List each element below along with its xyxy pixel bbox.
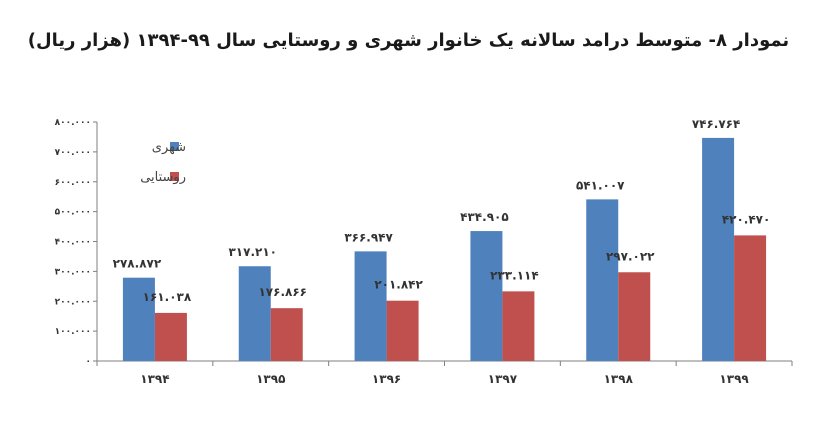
data-label-rural: ۱۷۶.۸۶۶ [258,285,307,299]
x-tick-label: ۱۳۹۵ [256,372,285,386]
data-label-rural: ۱۶۱.۰۳۸ [143,290,192,304]
bar-rural [502,291,535,361]
y-tick-label: ۸۰۰.۰۰۰ [55,118,91,128]
data-label-rural: ۲۳۳.۱۱۴ [490,268,539,282]
y-tick-label: ۴۰۰.۰۰۰ [55,238,91,248]
data-label-urban: ۵۴۱.۰۰۷ [576,178,625,192]
bar-rural [386,300,419,361]
chart-axes: ۰ ۱۰۰.۰۰۰ ۲۰۰.۰۰۰ ۳۰۰.۰۰۰ ۴۰۰.۰۰۰ ۵۰۰.۰۰۰ ۶۰۰.… [55,118,793,386]
legend-label-urban: شهری [152,140,186,155]
data-label-rural: ۴۲۰.۴۷۰ [722,212,771,226]
bar-urban [586,199,619,361]
chart-data-labels: ۲۷۸.۸۷۲ ۳۱۷.۲۱۰ ۳۶۶.۹۴۷ ۴۳۴.۹۰۵ ۵۴۱.۰۰۷ ۷۴۶.۷… [113,117,771,304]
x-tick-label: ۱۳۹۴ [140,372,169,386]
y-tick-label: ۶۰۰.۰۰۰ [55,178,91,188]
bar-rural [270,308,303,361]
chart-legend: شهری روستایی [140,140,186,185]
x-tick-label: ۱۳۹۸ [604,372,634,386]
chart-title: نمودار ۸- متوسط درامد سالانه یک خانوار ش… [27,30,790,51]
bar-urban [354,251,387,361]
x-tick-label: ۱۳۹۶ [372,372,401,386]
x-tick-label: ۱۳۹۹ [719,372,749,386]
data-label-rural: ۲۹۷.۰۲۲ [606,249,655,263]
bar-urban [122,277,155,361]
data-label-urban: ۲۷۸.۸۷۲ [113,257,162,271]
y-tick-label: ۷۰۰.۰۰۰ [55,148,91,158]
bar-rural [618,272,651,361]
y-tick-label: ۱۰۰.۰۰۰ [55,327,91,337]
data-label-urban: ۳۶۶.۹۴۷ [344,230,393,244]
chart-bars [122,137,767,361]
bar-rural [154,312,187,361]
data-label-urban: ۷۴۶.۷۶۴ [692,117,741,131]
x-tick-label: ۱۳۹۷ [488,372,518,386]
y-tick-label: ۳۰۰.۰۰۰ [55,267,91,277]
legend-swatch-rural [170,172,179,181]
y-tick-label: ۵۰۰.۰۰۰ [55,208,91,218]
bar-urban [702,137,735,361]
bar-urban [238,266,271,361]
y-tick-label: ۲۰۰.۰۰۰ [55,297,91,307]
y-tick-label: ۰ [86,357,92,367]
bar-rural [734,235,767,361]
data-label-rural: ۲۰۱.۸۴۲ [374,278,423,292]
data-label-urban: ۳۱۷.۲۱۰ [228,245,277,259]
bar-urban [470,231,503,361]
legend-label-rural: روستایی [140,170,186,185]
legend-swatch-urban [170,142,179,151]
data-label-urban: ۴۳۴.۹۰۵ [460,210,509,224]
